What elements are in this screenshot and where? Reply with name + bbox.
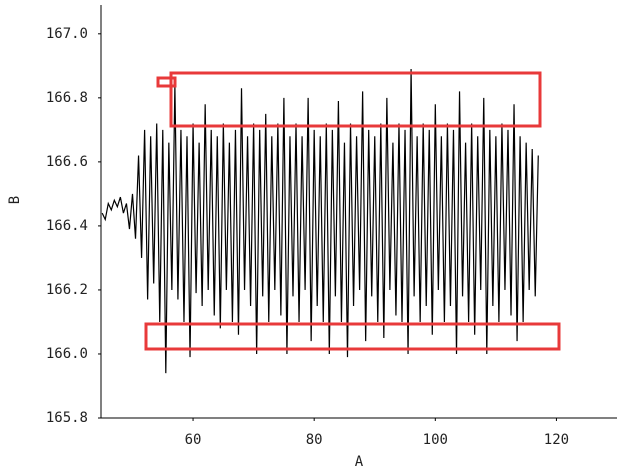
y-tick-label: 165.8 xyxy=(46,410,88,426)
y-tick-label: 166.8 xyxy=(46,90,88,106)
y-tick-label: 166.6 xyxy=(46,154,88,170)
x-axis-label: A xyxy=(355,454,364,469)
y-tick-label: 166.4 xyxy=(46,218,88,234)
x-tick-label: 120 xyxy=(544,432,569,448)
y-tick-label: 167.0 xyxy=(46,26,88,42)
plot-area xyxy=(101,69,539,374)
y-tick-label: 166.0 xyxy=(46,346,88,362)
data-line xyxy=(101,69,539,374)
y-axis-label: B xyxy=(7,196,23,204)
x-tick-label: 60 xyxy=(185,432,202,448)
y-tick-label: 166.2 xyxy=(46,282,88,298)
x-tick-label: 80 xyxy=(306,432,323,448)
highlight-box xyxy=(156,76,177,88)
highlight-box xyxy=(169,71,542,128)
x-tick-label: 100 xyxy=(423,432,448,448)
highlight-box xyxy=(144,322,561,351)
